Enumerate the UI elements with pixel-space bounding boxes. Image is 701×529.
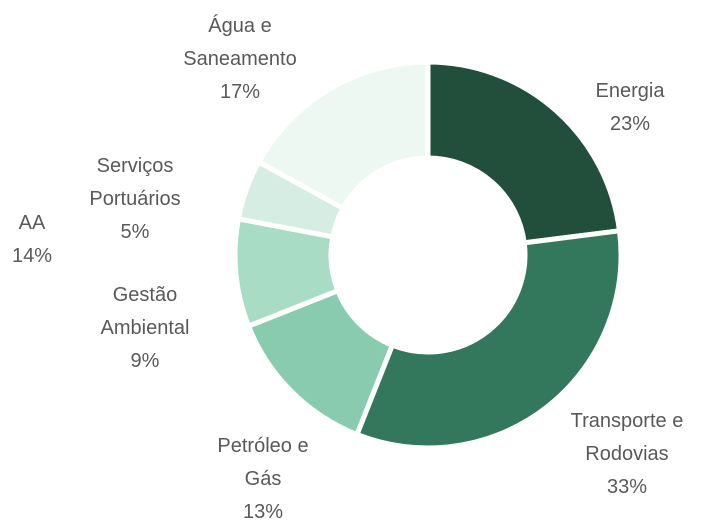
annotation-text: 14% xyxy=(11,245,53,267)
chart: AA 14% Energia 23% Transporte e Rodovias 33… xyxy=(2,10,701,523)
value-label: 13% xyxy=(242,501,284,523)
value-label: 33% xyxy=(606,476,648,498)
value-label: 23% xyxy=(609,113,651,135)
slice xyxy=(353,228,624,451)
slice-label: Gestão Ambiental 9% xyxy=(85,279,205,378)
slice-label: Energia 23% xyxy=(580,75,680,141)
category-label: Transporte e Rodovias xyxy=(570,410,684,465)
value-label: 5% xyxy=(120,221,150,243)
slice-label: Serviços Portuários 5% xyxy=(80,150,190,249)
annotation-text: AA xyxy=(18,212,46,234)
category-label: Energia xyxy=(595,80,665,102)
category-label: Petróleo e Gás xyxy=(217,435,309,490)
donut xyxy=(235,59,624,451)
category-label: Serviços Portuários xyxy=(89,155,181,210)
slice-label: Transporte e Rodovias 33% xyxy=(552,405,701,504)
slice-label: Água e Saneamento 17% xyxy=(165,10,315,109)
slice xyxy=(425,59,623,246)
category-label: Água e Saneamento xyxy=(183,15,297,70)
slice xyxy=(255,59,431,212)
value-label: 9% xyxy=(130,350,160,372)
category-label: Gestão Ambiental xyxy=(100,284,190,339)
annotation: AA 14% xyxy=(2,207,62,273)
value-label: 17% xyxy=(219,81,261,103)
slice-label: Petróleo e Gás 13% xyxy=(203,430,323,529)
